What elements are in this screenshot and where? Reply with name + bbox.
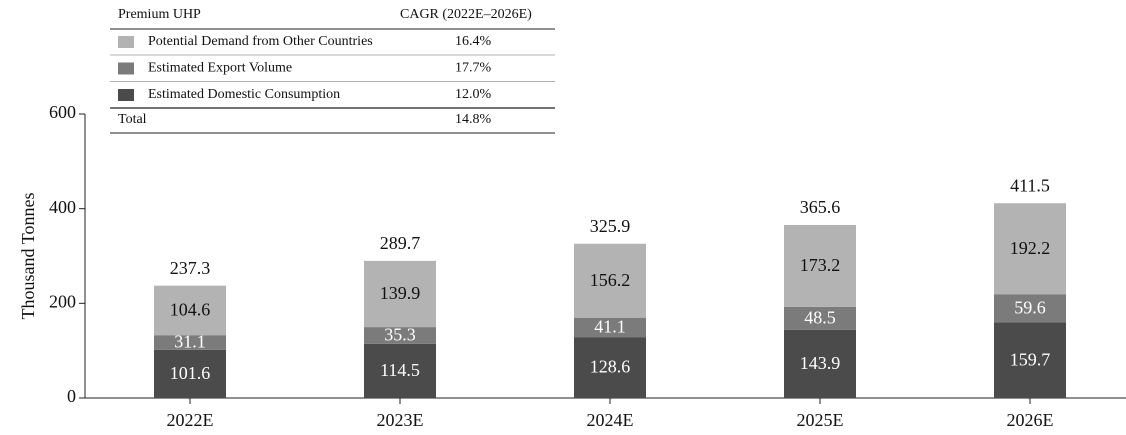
bar-segment xyxy=(574,337,646,398)
legend-swatch xyxy=(118,62,134,75)
segment-label: 128.6 xyxy=(590,357,631,377)
legend-label: Estimated Domestic Consumption xyxy=(148,87,340,102)
legend-title: Premium UHP xyxy=(118,7,201,22)
y-tick-label: 400 xyxy=(49,197,76,217)
legend-swatch xyxy=(118,89,134,101)
legend-cagr: 12.0% xyxy=(455,87,492,102)
bar-segment xyxy=(574,243,646,318)
segment-label: 173.2 xyxy=(800,255,841,275)
segment-label: 114.5 xyxy=(380,360,420,380)
bar-segment xyxy=(364,327,436,344)
bar-segment xyxy=(574,317,646,338)
y-tick-label: 200 xyxy=(49,291,76,311)
x-tick-label: 2023E xyxy=(377,410,424,430)
total-label: Total xyxy=(118,112,147,127)
legend-label: Potential Demand from Other Countries xyxy=(148,34,373,49)
segment-label: 31.1 xyxy=(174,332,206,352)
legend-swatch xyxy=(118,36,134,48)
segment-label: 41.1 xyxy=(594,317,626,337)
bar-segment xyxy=(154,349,226,398)
legend-label: Estimated Export Volume xyxy=(148,61,292,76)
bar-segment xyxy=(994,294,1066,323)
total-cagr: 14.8% xyxy=(455,112,492,127)
segment-label: 156.2 xyxy=(590,270,631,290)
bar-segment xyxy=(784,329,856,398)
bar-segment xyxy=(994,322,1066,398)
y-axis-label: Thousand Tonnes xyxy=(18,193,38,320)
bar-segment xyxy=(154,285,226,336)
bar-segment xyxy=(364,343,436,398)
segment-label: 139.9 xyxy=(380,283,421,303)
legend-cagr: 17.7% xyxy=(455,61,492,76)
total-label: 365.6 xyxy=(800,197,841,217)
y-tick-label: 0 xyxy=(67,386,76,406)
segment-label: 143.9 xyxy=(800,353,841,373)
legend-cagr: 16.4% xyxy=(455,34,492,49)
segment-label: 159.7 xyxy=(1010,349,1051,369)
segment-label: 192.2 xyxy=(1010,238,1051,258)
bar-segment xyxy=(154,335,226,350)
cagr-title: CAGR (2022E–2026E) xyxy=(400,7,532,22)
total-label: 237.3 xyxy=(170,258,211,278)
total-label: 411.5 xyxy=(1010,175,1050,195)
bar-segment xyxy=(364,260,436,328)
segment-label: 48.5 xyxy=(804,308,836,328)
bar-segment xyxy=(784,306,856,330)
y-tick-label: 600 xyxy=(49,102,76,122)
x-tick-label: 2025E xyxy=(797,410,844,430)
x-tick-label: 2024E xyxy=(587,410,634,430)
segment-label: 104.6 xyxy=(170,300,211,320)
x-tick-label: 2022E xyxy=(167,410,214,430)
bar-segment xyxy=(994,203,1066,295)
x-tick-label: 2026E xyxy=(1007,410,1054,430)
segment-label: 101.6 xyxy=(170,363,211,383)
bar-segment xyxy=(784,224,856,307)
total-label: 325.9 xyxy=(590,216,631,236)
segment-label: 59.6 xyxy=(1014,297,1046,317)
segment-label: 35.3 xyxy=(384,325,416,345)
total-label: 289.7 xyxy=(380,233,421,253)
